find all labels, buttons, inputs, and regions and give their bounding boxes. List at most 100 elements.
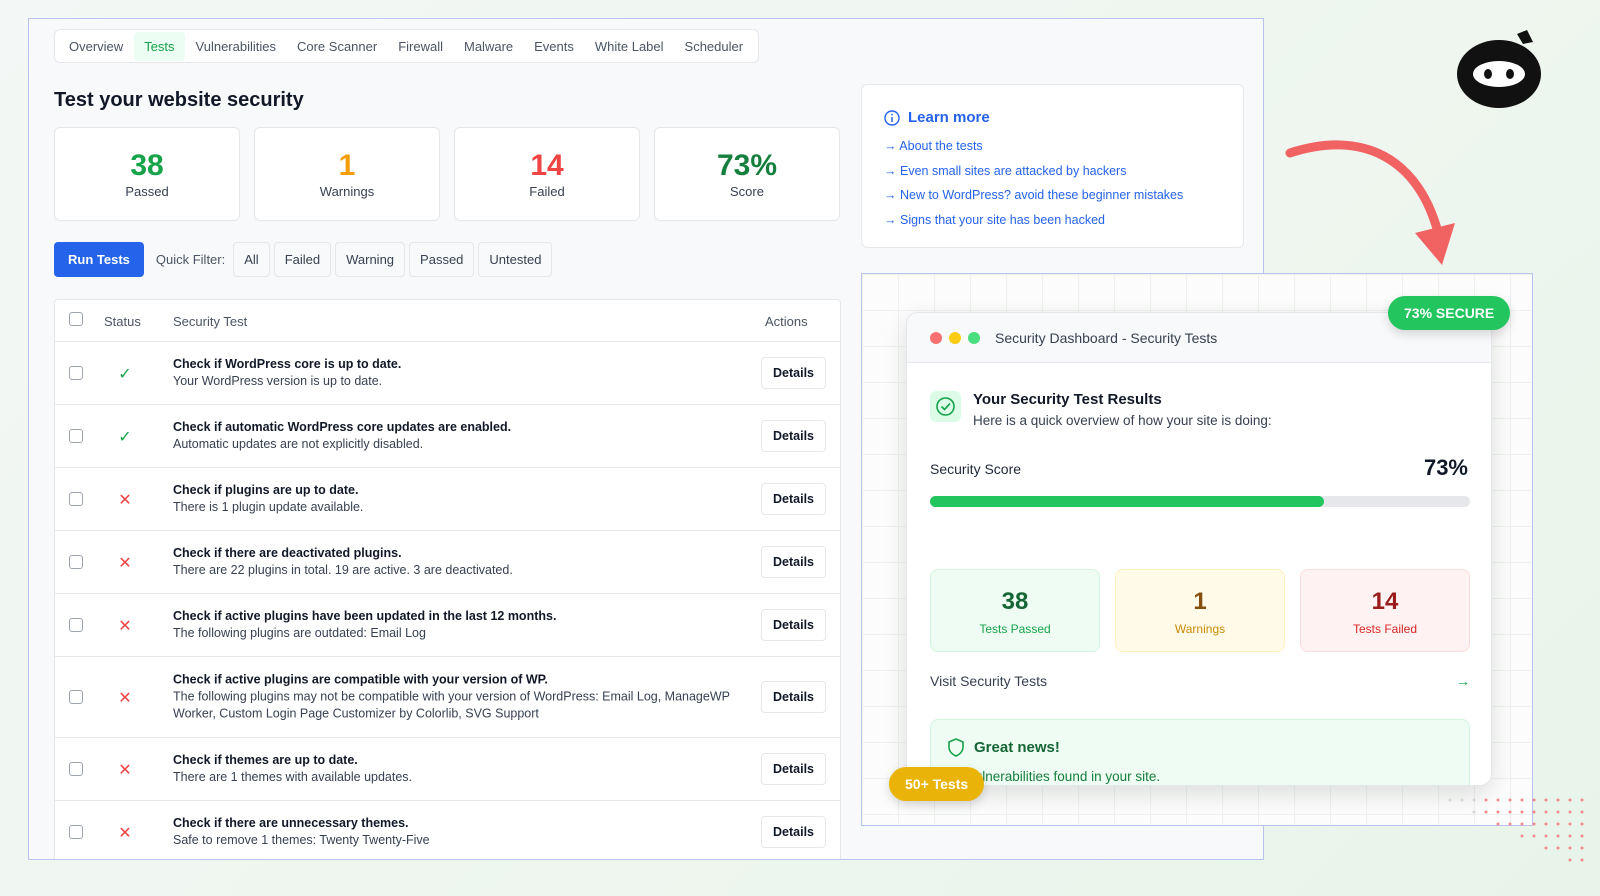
row-checkbox[interactable] — [69, 429, 83, 443]
decorative-dot — [1580, 846, 1584, 850]
test-title: Check if themes are up to date. — [173, 753, 358, 767]
window-title: Security Dashboard - Security Tests — [995, 329, 1218, 346]
decorative-dot — [1448, 798, 1452, 802]
news-text: No vulnerabilities found in your site. — [947, 769, 1161, 784]
filter-warning[interactable]: Warning — [335, 242, 406, 277]
tab-scheduler[interactable]: Scheduler — [684, 38, 744, 54]
details-button[interactable]: Details — [761, 753, 826, 785]
window-titlebar: Security Dashboard - Security Tests — [907, 313, 1491, 363]
decorative-dot — [1556, 846, 1560, 850]
shield-icon — [948, 738, 964, 757]
decorative-dot — [1544, 798, 1548, 802]
table-header: Status Security Test Actions — [55, 300, 840, 342]
score-progress-fill — [930, 496, 1325, 507]
test-title: Check if automatic WordPress core update… — [173, 420, 512, 434]
test-info: Check if WordPress core is up to date. Yo… — [173, 356, 743, 390]
filter-failed[interactable]: Failed — [273, 242, 332, 277]
decorative-dot — [1544, 846, 1548, 850]
stat-label: Warnings — [319, 184, 375, 199]
table-row: ✕ Check if there are unnecessary themes.… — [55, 801, 840, 859]
test-description: The following plugins are outdated: Emai… — [173, 626, 426, 640]
card-label: Tests Failed — [1352, 622, 1418, 636]
row-checkbox[interactable] — [69, 618, 83, 632]
table-row: ✕ Check if there are deactivated plugins… — [55, 531, 840, 594]
test-description: The following plugins may not be compati… — [173, 689, 730, 721]
tab-white-label[interactable]: White Label — [594, 38, 664, 54]
row-checkbox[interactable] — [69, 690, 83, 704]
decorative-dot — [1568, 822, 1572, 826]
row-checkbox[interactable] — [69, 492, 83, 506]
decorative-dot — [1544, 810, 1548, 814]
link-text: New to WordPress? avoid these beginner m… — [899, 188, 1184, 202]
header-status: Status — [104, 314, 141, 329]
details-button[interactable]: Details — [761, 681, 826, 713]
row-checkbox[interactable] — [69, 762, 83, 776]
decorative-dot — [1544, 834, 1548, 838]
details-button[interactable]: Details — [761, 609, 826, 641]
tab-tests[interactable]: Tests — [134, 31, 185, 61]
info-icon — [884, 109, 900, 126]
stat-passed: 38 Passed — [54, 127, 240, 221]
decorative-dot — [1556, 822, 1560, 826]
test-info: Check if active plugins have been update… — [173, 608, 743, 642]
visit-security-tests-link[interactable]: Visit Security Tests → — [930, 673, 1470, 689]
tab-malware[interactable]: Malware — [464, 38, 514, 54]
table-row: ✕ Check if active plugins are compatible… — [55, 657, 840, 738]
decorative-dot — [1460, 798, 1464, 802]
decorative-dot — [1568, 858, 1572, 862]
stat-value: 38 — [130, 149, 164, 182]
minimize-dot-icon — [949, 331, 961, 344]
secure-badge: 73% SECURE — [1388, 296, 1511, 330]
details-button[interactable]: Details — [761, 420, 826, 452]
tab-vulnerabilities[interactable]: Vulnerabilities — [195, 38, 276, 54]
tests-table: Status Security Test Actions ✓ Check if … — [54, 299, 841, 859]
row-checkbox[interactable] — [69, 555, 83, 569]
test-description: Automatic updates are not explicitly dis… — [173, 437, 424, 451]
tab-events[interactable]: Events — [534, 38, 574, 54]
test-description: There are 22 plugins in total. 19 are ac… — [173, 563, 513, 577]
details-button[interactable]: Details — [761, 816, 826, 848]
decorative-dot — [1532, 834, 1536, 838]
stat-value: 14 — [530, 149, 564, 182]
filter-passed[interactable]: Passed — [409, 242, 475, 277]
learn-more-card: Learn more → About the tests → Even smal… — [861, 84, 1244, 248]
promo-panel: Security Dashboard - Security Tests Your… — [861, 273, 1533, 826]
check-icon: ✓ — [118, 429, 132, 446]
test-info: Check if themes are up to date. There are… — [173, 752, 743, 786]
filter-toolbar: Run Tests Quick Filter: All Failed Warni… — [54, 242, 553, 277]
row-checkbox[interactable] — [69, 825, 83, 839]
security-score-value: 73% — [1423, 455, 1468, 480]
link-small-sites[interactable]: → Even small sites are attacked by hacke… — [884, 159, 1221, 184]
tab-overview[interactable]: Overview — [69, 38, 124, 54]
tab-core-scanner[interactable]: Core Scanner — [296, 38, 378, 54]
x-icon: ✕ — [118, 555, 132, 572]
filter-untested[interactable]: Untested — [478, 242, 553, 277]
link-beginner-mistakes[interactable]: → New to WordPress? avoid these beginner… — [884, 183, 1221, 208]
row-checkbox[interactable] — [69, 366, 83, 380]
decorative-dot — [1580, 834, 1584, 838]
dashboard-window: Security Dashboard - Security Tests Your… — [906, 312, 1492, 786]
table-row: ✕ Check if themes are up to date. There a… — [55, 738, 840, 801]
decorative-dot — [1472, 798, 1476, 802]
link-site-hacked[interactable]: → Signs that your site has been hacked — [884, 208, 1221, 233]
score-progress-bar — [930, 496, 1470, 507]
test-info: Check if automatic WordPress core update… — [173, 419, 743, 453]
decorative-dot — [1532, 810, 1536, 814]
close-dot-icon — [930, 331, 942, 344]
card-tests-passed: 38 Tests Passed — [930, 569, 1100, 652]
tab-firewall[interactable]: Firewall — [398, 38, 443, 54]
test-title: Check if there are unnecessary themes. — [173, 816, 409, 830]
decorative-dot — [1568, 798, 1572, 802]
link-text: Even small sites are attacked by hackers — [899, 163, 1127, 178]
great-news-alert: Great news! No vulnerabilities found in … — [930, 719, 1470, 785]
details-button[interactable]: Details — [761, 483, 826, 515]
run-tests-button[interactable]: Run Tests — [54, 242, 144, 277]
filter-all[interactable]: All — [233, 242, 270, 277]
select-all-checkbox[interactable] — [69, 312, 83, 326]
news-title: Great news! — [974, 739, 1060, 756]
details-button[interactable]: Details — [761, 546, 826, 578]
test-description: There is 1 plugin update available. — [173, 500, 364, 514]
link-about-tests[interactable]: → About the tests — [884, 134, 1221, 159]
details-button[interactable]: Details — [761, 357, 826, 389]
tab-bar: Overview Tests Vulnerabilities Core Scan… — [54, 29, 760, 63]
